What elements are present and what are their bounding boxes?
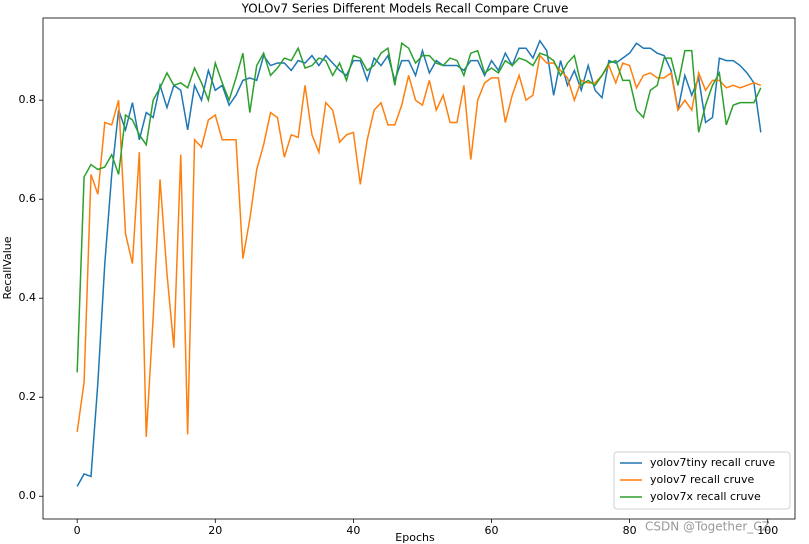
- series-line: [76, 41, 762, 373]
- chart-title: YOLOv7 Series Different Models Recall Co…: [241, 2, 569, 16]
- y-tick-label: 0.8: [19, 93, 37, 106]
- x-tick-label: 80: [623, 524, 637, 537]
- x-tick-label: 20: [208, 524, 222, 537]
- y-axis-label: RecallValue: [1, 236, 14, 299]
- x-tick-label: 40: [346, 524, 360, 537]
- x-axis-label: Epochs: [395, 531, 435, 544]
- x-tick-label: 60: [485, 524, 499, 537]
- x-tick-label: 100: [757, 524, 778, 537]
- series-line: [76, 54, 762, 437]
- plot-frame: [42, 17, 796, 520]
- legend-label: yolov7 recall cruve: [650, 473, 755, 486]
- y-tick-label: 0.4: [19, 291, 37, 304]
- legend-box: [613, 451, 791, 510]
- watermark: CSDN @Together_CZ: [645, 520, 770, 534]
- legend-label: yolov7tiny recall cruve: [650, 456, 775, 469]
- y-tick-label: 0.6: [19, 192, 37, 205]
- y-tick-label: 0.2: [19, 390, 37, 403]
- y-tick-label: 0.0: [19, 489, 37, 502]
- legend-label: yolov7x recall cruve: [650, 490, 761, 503]
- x-tick-label: 0: [74, 524, 81, 537]
- series-line: [76, 39, 762, 487]
- legend: yolov7tiny recall cruve yolov7 recall cru…: [613, 451, 791, 510]
